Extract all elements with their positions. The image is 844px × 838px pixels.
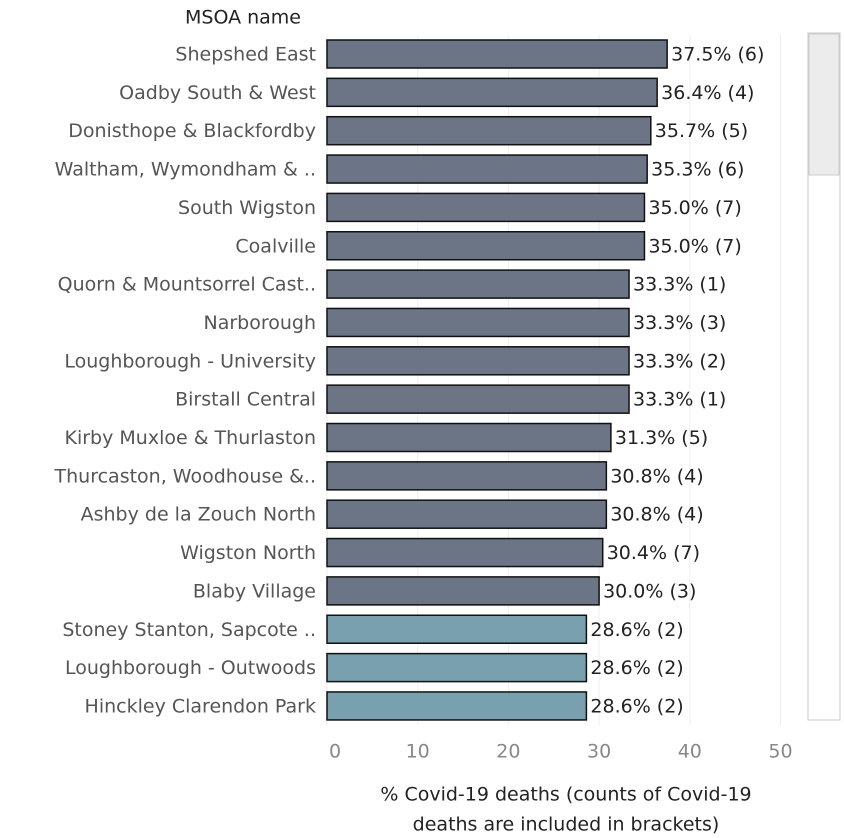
bar: [326, 39, 668, 69]
bar: [326, 614, 588, 644]
y-axis-title: MSOA name: [185, 7, 301, 29]
y-tick-label: Narborough: [203, 312, 316, 334]
y-tick-label: Quorn & Mountsorrel Cast..: [58, 274, 316, 296]
data-label: 30.8% (4): [610, 465, 703, 487]
bar: [326, 652, 588, 683]
y-tick-label: Thurcaston, Woodhouse &..: [54, 465, 316, 487]
x-tick-label: 0: [329, 741, 341, 763]
data-label: 30.0% (3): [603, 580, 696, 602]
data-label: 30.8% (4): [610, 504, 703, 526]
x-tick-label: 50: [768, 741, 792, 763]
bar: [326, 537, 604, 568]
bar: [326, 346, 630, 376]
y-tick-label: Kirby Muxloe & Thurlaston: [65, 427, 317, 449]
bar: [326, 422, 612, 453]
data-label: 35.3% (6): [651, 159, 744, 181]
y-tick-label: South Wigston: [178, 197, 316, 219]
y-tick-label: Loughborough - Outwoods: [65, 657, 316, 679]
x-axis-title: deaths are included in brackets): [413, 814, 720, 836]
y-tick-label: Donisthope & Blackfordby: [68, 120, 316, 142]
data-label: 28.6% (2): [590, 657, 683, 679]
scrollbar-thumb[interactable]: [808, 33, 840, 176]
bar: [326, 269, 630, 299]
data-label: 33.3% (3): [633, 312, 726, 334]
data-label: 28.6% (2): [590, 695, 683, 717]
x-tick-label: 10: [406, 741, 430, 763]
bar: [326, 461, 608, 491]
y-tick-label: Loughborough - University: [64, 350, 316, 372]
data-label: 37.5% (6): [671, 44, 764, 66]
data-label: 28.6% (2): [590, 619, 683, 641]
data-label: 35.0% (7): [648, 197, 741, 219]
y-tick-label: Wigston North: [180, 542, 316, 564]
data-label: 33.3% (1): [633, 274, 726, 296]
bar: [326, 499, 608, 529]
data-label: 35.0% (7): [648, 235, 741, 257]
y-tick-label: Blaby Village: [193, 580, 316, 602]
data-label: 33.3% (1): [633, 389, 726, 411]
bar: [326, 115, 652, 146]
bar: [326, 576, 600, 606]
y-tick-label: Ashby de la Zouch North: [81, 504, 316, 526]
bar: [326, 307, 630, 338]
y-tick-label: Shepshed East: [175, 44, 316, 66]
x-axis-title: % Covid-19 deaths (counts of Covid-19: [380, 784, 751, 806]
bar: [326, 77, 658, 108]
data-label: 33.3% (2): [633, 350, 726, 372]
data-label: 30.4% (7): [607, 542, 700, 564]
bar: [326, 192, 646, 223]
x-tick-label: 30: [587, 741, 611, 763]
bar: [326, 154, 648, 184]
bar: [326, 691, 588, 721]
y-tick-label: Coalville: [235, 235, 316, 257]
data-label: 36.4% (4): [661, 82, 754, 104]
y-tick-label: Birstall Central: [175, 389, 316, 411]
bar: [326, 384, 630, 414]
y-tick-label: Oadby South & West: [119, 82, 316, 104]
y-tick-label: Stoney Stanton, Sapcote ..: [62, 619, 316, 641]
x-tick-label: 40: [678, 741, 702, 763]
y-tick-label: Hinckley Clarendon Park: [85, 695, 316, 717]
data-label: 31.3% (5): [615, 427, 708, 449]
data-label: 35.7% (5): [655, 120, 748, 142]
bar: [326, 231, 646, 261]
y-tick-label: Waltham, Wymondham & ..: [55, 159, 316, 181]
x-tick-label: 20: [496, 741, 520, 763]
